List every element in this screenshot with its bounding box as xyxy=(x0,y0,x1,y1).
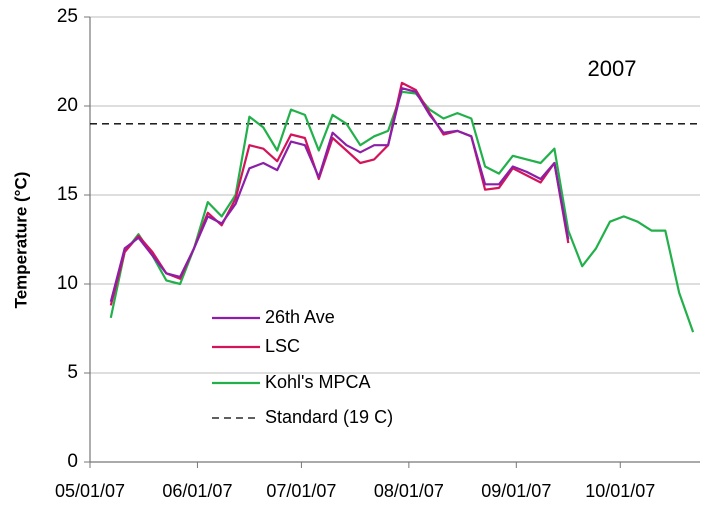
x-tick-label: 09/01/07 xyxy=(481,481,551,501)
y-tick-label: 5 xyxy=(67,362,78,383)
series-line xyxy=(109,90,695,333)
legend-label: Kohl's MPCA xyxy=(265,372,370,392)
legend-label: Standard (19 C) xyxy=(265,407,393,427)
annotation: 2007 xyxy=(588,56,637,81)
y-tick-label: 25 xyxy=(57,6,78,27)
legend-label: 26th Ave xyxy=(265,307,335,327)
x-tick-label: 08/01/07 xyxy=(374,481,444,501)
x-tick-label: 06/01/07 xyxy=(162,481,232,501)
x-tick-label: 05/01/07 xyxy=(55,481,125,501)
y-axis-label: Temperature (°C) xyxy=(11,172,30,309)
y-tick-label: 10 xyxy=(57,273,78,294)
y-tick-label: 20 xyxy=(57,95,78,116)
y-tick-label: 15 xyxy=(57,184,78,205)
x-tick-label: 10/01/07 xyxy=(585,481,655,501)
legend-label: LSC xyxy=(265,336,300,356)
y-tick-label: 0 xyxy=(67,451,78,472)
x-tick-label: 07/01/07 xyxy=(266,481,336,501)
series-line xyxy=(109,87,570,303)
series-line xyxy=(109,81,570,306)
